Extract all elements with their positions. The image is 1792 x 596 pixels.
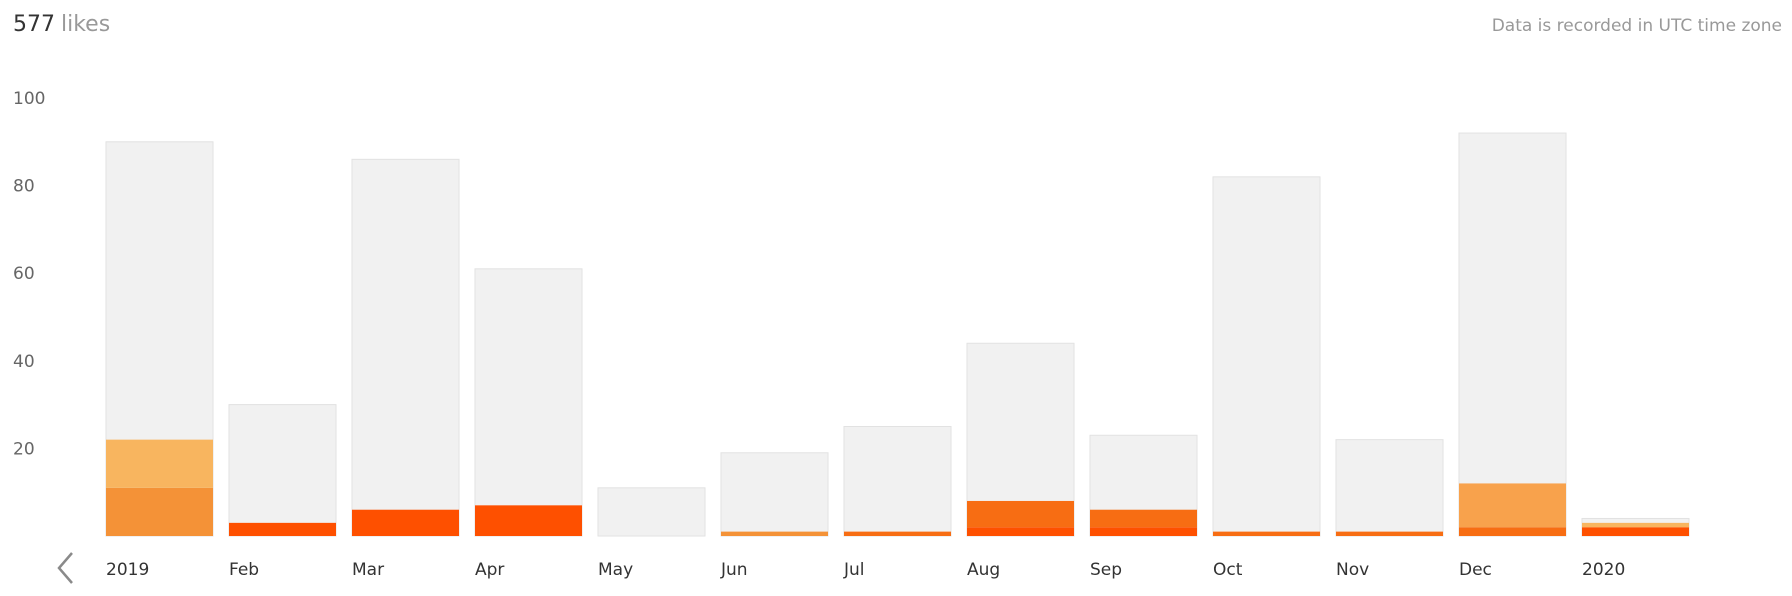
bar-segment[interactable] xyxy=(967,500,1074,528)
bar-segment[interactable] xyxy=(229,522,336,536)
timezone-note: Data is recorded in UTC time zone xyxy=(1491,16,1782,36)
y-tick-label: 40 xyxy=(13,352,35,372)
x-tick-label: Sep xyxy=(1090,560,1122,580)
bars xyxy=(105,132,1690,537)
bar-segment[interactable] xyxy=(352,509,459,536)
bar-segment[interactable] xyxy=(1336,531,1443,536)
bar-segment[interactable] xyxy=(1459,527,1566,536)
bar-total[interactable] xyxy=(1458,132,1567,537)
total-likes: 577 likes xyxy=(13,12,110,37)
bar-total[interactable] xyxy=(843,426,952,537)
x-tick-label: Jul xyxy=(843,560,865,580)
bar-segment[interactable] xyxy=(1213,531,1320,536)
bar-segment[interactable] xyxy=(1090,527,1197,536)
x-tick-label: Feb xyxy=(229,560,259,580)
bar-total[interactable] xyxy=(351,158,460,537)
bar-total[interactable] xyxy=(720,452,829,537)
bar-segment[interactable] xyxy=(475,505,582,536)
bar-segment[interactable] xyxy=(1582,527,1689,536)
y-tick-label: 80 xyxy=(13,177,35,197)
x-tick-label: 2019 xyxy=(106,560,149,580)
x-tick-label: May xyxy=(598,560,633,580)
x-tick-label: Dec xyxy=(1459,560,1492,580)
x-tick-label: 2020 xyxy=(1582,560,1625,580)
bar-segment[interactable] xyxy=(106,439,213,488)
likes-count: 577 xyxy=(13,12,55,37)
x-tick-label: Apr xyxy=(475,560,504,580)
bar-total[interactable] xyxy=(597,487,706,537)
y-axis: 20 40 60 80 100 xyxy=(13,89,45,459)
bar-total[interactable] xyxy=(474,268,583,537)
bar-segment[interactable] xyxy=(721,531,828,536)
chevron-left-icon[interactable] xyxy=(48,548,78,588)
bar-segment[interactable] xyxy=(106,487,213,536)
x-tick-label: Mar xyxy=(352,560,384,580)
y-tick-label: 100 xyxy=(13,89,45,109)
x-tick-label: Nov xyxy=(1336,560,1369,580)
y-tick-label: 20 xyxy=(13,439,35,459)
bar-segment[interactable] xyxy=(1582,522,1689,528)
x-tick-label: Oct xyxy=(1213,560,1243,580)
likes-unit: likes xyxy=(61,12,111,37)
x-tick-label: Aug xyxy=(967,560,1000,580)
bar-total[interactable] xyxy=(228,404,337,537)
x-tick-label: Jun xyxy=(720,560,748,580)
bar-segment[interactable] xyxy=(967,527,1074,536)
x-axis: 2019 Feb Mar Apr May Jun Jul Aug Sep Oct Nov Dec 202… xyxy=(106,560,1625,580)
bar-segment[interactable] xyxy=(1459,483,1566,528)
bar-segment[interactable] xyxy=(844,531,951,536)
bar-total[interactable] xyxy=(1212,176,1321,537)
bar-total[interactable] xyxy=(1335,439,1444,537)
y-tick-label: 60 xyxy=(13,264,35,284)
bar-segment[interactable] xyxy=(1090,509,1197,528)
